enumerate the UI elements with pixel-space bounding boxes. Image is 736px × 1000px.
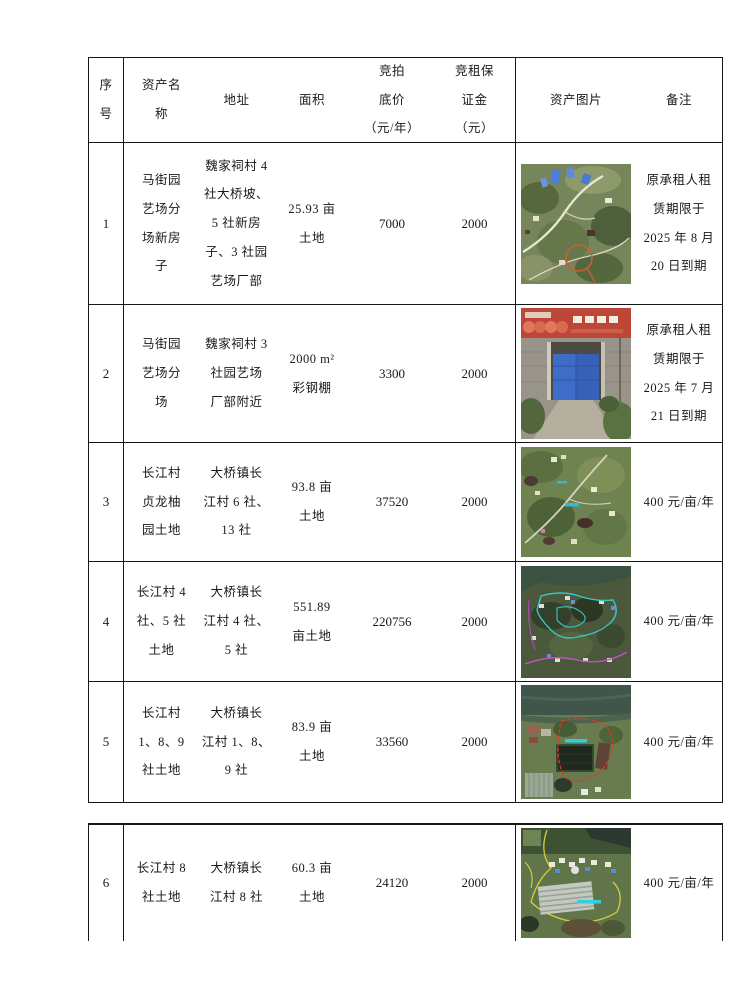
cell-photo [516, 682, 636, 802]
cell-photo [516, 143, 636, 304]
cell-address: 大桥镇长 江村 4 社、 5 社 [203, 585, 270, 657]
cell-remark: 400 元/亩/年 [643, 875, 715, 890]
table-row: 1 马街园 艺场分 场新房 子 魏家祠村 4 社大桥坡、 5 社新房 子、3 社… [89, 143, 722, 305]
cell-photo [516, 305, 636, 442]
cell-address: 大桥镇长 江村 1、8、 9 社 [201, 705, 272, 778]
header-address: 地址 [223, 92, 250, 107]
table-row: 2 马街园 艺场分 场 魏家祠村 3 社园艺场 厂部附近 2000 m² 彩钢棚… [89, 305, 722, 443]
cell-asset-name: 长江村 4 社、5 社 土地 [136, 585, 187, 657]
cell-photo [516, 825, 636, 941]
aerial-farmland-photo [521, 447, 631, 557]
cell-price: 37520 [375, 494, 409, 510]
cell-remark: 400 元/亩/年 [643, 734, 715, 749]
cell-photo [516, 562, 636, 681]
cell-remark: 400 元/亩/年 [643, 494, 715, 509]
cell-deposit: 2000 [434, 305, 516, 442]
cell-serial: 5 [89, 682, 124, 802]
cell-asset-name: 长江村 1、8、9 社土地 [138, 705, 185, 778]
cell-asset-name: 马街园 艺场分 场 [141, 337, 181, 409]
table-row: 3 长江村 贞龙柚 园土地 大桥镇长 江村 6 社、 13 社 93.8 亩 土… [89, 443, 722, 562]
cell-area: 25.93 亩 土地 [288, 201, 336, 245]
cell-deposit: 2000 [434, 143, 516, 304]
aerial-satellite-orchard-photo [521, 163, 631, 284]
blue-gate-building-photo [521, 308, 631, 439]
cell-asset-name: 长江村 8 社土地 [136, 861, 187, 904]
cell-deposit: 2000 [434, 443, 516, 561]
table-header-row: 序 号 资产名 称 地址 面积 竞拍 底价 （元/年） 竞租保 证金 （元） 资… [89, 58, 722, 143]
cell-area: 83.9 亩 土地 [291, 720, 333, 763]
table-row: 6 长江村 8 社土地 大桥镇长 江村 8 社 60.3 亩 土地 24120 … [89, 825, 722, 941]
cell-address: 大桥镇长 江村 6 社、 13 社 [203, 465, 270, 538]
cell-price: 7000 [379, 215, 405, 231]
asset-table: 序 号 资产名 称 地址 面积 竞拍 底价 （元/年） 竞租保 证金 （元） 资… [88, 57, 723, 803]
aerial-boundary-map-photo [521, 565, 631, 678]
cell-area: 93.8 亩 土地 [291, 480, 333, 523]
aerial-river-pond-photo [521, 685, 631, 799]
cell-asset-name: 长江村 贞龙柚 园土地 [141, 465, 181, 538]
cell-area: 2000 m² 彩钢棚 [289, 351, 335, 395]
cell-deposit: 2000 [434, 825, 516, 941]
table-row: 4 长江村 4 社、5 社 土地 大桥镇长 江村 4 社、 5 社 551.89… [89, 562, 722, 682]
header-serial: 序 号 [89, 58, 124, 142]
asset-table-continued: 6 长江村 8 社土地 大桥镇长 江村 8 社 60.3 亩 土地 24120 … [88, 823, 723, 941]
cell-serial: 3 [89, 443, 124, 561]
cell-remark: 400 元/亩/年 [643, 614, 715, 629]
cell-area: 60.3 亩 土地 [291, 861, 333, 904]
cell-serial: 2 [89, 305, 124, 442]
cell-deposit: 2000 [434, 682, 516, 802]
cell-price: 220756 [372, 613, 412, 629]
aerial-greenhouse-photo [521, 828, 631, 938]
cell-price: 24120 [375, 875, 409, 891]
header-deposit: 竞租保 证金 （元） [434, 58, 516, 142]
cell-serial: 6 [89, 825, 124, 941]
header-asset-name: 资产名 称 [141, 78, 181, 121]
cell-photo [516, 443, 636, 561]
header-remark: 备注 [665, 92, 692, 107]
cell-area: 551.89 亩土地 [292, 599, 332, 643]
cell-price: 3300 [379, 365, 405, 381]
cell-serial: 1 [89, 143, 124, 304]
header-area: 面积 [298, 92, 325, 107]
cell-deposit: 2000 [434, 562, 516, 681]
cell-asset-name: 马街园 艺场分 场新房 子 [141, 173, 181, 274]
header-photo: 资产图片 [549, 92, 602, 107]
cell-remark: 原承租人租 赁期限于 2025 年 8 月 20 日到期 [643, 173, 715, 274]
cell-address: 魏家祠村 4 社大桥坡、 5 社新房 子、3 社园 艺场厂部 [203, 158, 269, 288]
header-price: 竞拍 底价 （元/年） [364, 63, 420, 136]
table-row: 5 长江村 1、8、9 社土地 大桥镇长 江村 1、8、 9 社 83.9 亩 … [89, 682, 722, 802]
cell-address: 魏家祠村 3 社园艺场 厂部附近 [205, 337, 268, 409]
cell-price: 33560 [375, 734, 409, 750]
cell-serial: 4 [89, 562, 124, 681]
cell-address: 大桥镇长 江村 8 社 [209, 861, 263, 904]
cell-remark: 原承租人租 赁期限于 2025 年 7 月 21 日到期 [643, 323, 715, 424]
